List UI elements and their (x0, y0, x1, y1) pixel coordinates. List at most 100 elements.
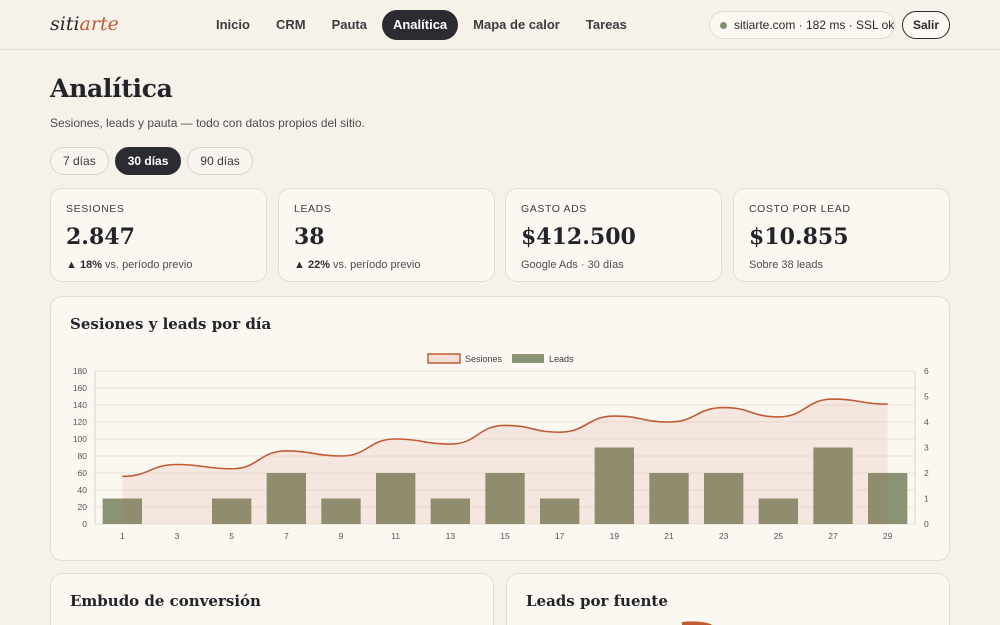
x-tick-label: 9 (339, 531, 344, 541)
x-tick-label: 21 (664, 531, 674, 541)
y-left-tick-label: 20 (78, 502, 88, 512)
legend-label-sessions: Sesiones (465, 354, 503, 364)
leads-bar (375, 473, 416, 524)
leads-by-source-card: Leads por fuente (506, 573, 950, 625)
site-status-text: sitiarte.com · 182 ms · SSL ok (734, 18, 895, 32)
logout-button[interactable]: Salir (902, 11, 950, 39)
kpi-value: $412.500 (521, 224, 636, 250)
y-right-tick-label: 6 (924, 366, 929, 376)
x-tick-label: 7 (284, 531, 289, 541)
leads-bar (539, 498, 580, 524)
y-left-tick-label: 40 (78, 485, 88, 495)
trend-up-icon: ▲ (294, 259, 305, 271)
y-left-tick-label: 120 (73, 417, 87, 427)
nav-item-inicio[interactable]: Inicio (216, 17, 250, 32)
leads-bar (485, 473, 525, 524)
main-nav: Inicio CRM Pauta Analítica Mapa de calor… (205, 10, 638, 40)
y-right-tick-label: 0 (924, 519, 929, 529)
kpi-card-cost-per-lead: COSTO POR LEAD $10.855 Sobre 38 leads (733, 188, 950, 282)
x-tick-label: 17 (555, 531, 565, 541)
y-left-tick-label: 0 (82, 519, 87, 529)
leads-bar (102, 498, 143, 524)
legend-swatch-sessions (427, 353, 461, 364)
y-left-tick-label: 80 (78, 451, 88, 461)
site-status-pill: sitiarte.com · 182 ms · SSL ok (709, 11, 895, 39)
kpi-note: Google Ads · 30 días (521, 259, 706, 271)
brand-logo[interactable]: sitiarte (50, 13, 119, 35)
top-navbar: sitiarte Inicio CRM Pauta Analítica Mapa… (0, 0, 1000, 50)
kpi-label: SESIONES (66, 203, 125, 215)
x-tick-label: 11 (391, 531, 400, 541)
leads-bar (211, 498, 252, 524)
y-left-tick-label: 180 (73, 366, 87, 376)
x-tick-label: 25 (774, 531, 784, 541)
sessions-area (122, 399, 888, 524)
leads-bar (703, 473, 744, 524)
page-subtitle: Sesiones, leads y pauta — todo con datos… (50, 116, 365, 130)
range-tab-7-days[interactable]: 7 días (50, 147, 109, 175)
kpi-note-text: vs. período previo (105, 259, 193, 271)
y-left-tick-label: 60 (78, 468, 88, 478)
leads-bar (758, 498, 799, 524)
leads-bar (813, 447, 853, 524)
leads-bar (266, 473, 307, 524)
y-right-tick-label: 2 (924, 468, 929, 478)
nav-item-analitica[interactable]: Analítica (381, 10, 459, 40)
nav-item-mapa-de-calor[interactable]: Mapa de calor (473, 17, 560, 32)
leads-bar (321, 498, 361, 524)
x-tick-label: 3 (175, 531, 180, 541)
nav-item-crm[interactable]: CRM (275, 17, 306, 32)
page-title: Analítica (50, 74, 173, 103)
legend-label-leads: Leads (549, 354, 574, 364)
sessions-leads-chart-card: Sesiones y leads por día 0 20 40 60 80 100 120… (50, 296, 950, 561)
funnel-card-title: Embudo de conversión (70, 592, 261, 610)
kpi-card-ad-spend: GASTO ADS $412.500 Google Ads · 30 días (505, 188, 722, 282)
x-tick-label: 15 (500, 531, 510, 541)
kpi-delta: 22% (307, 259, 330, 271)
y-left-tick-label: 160 (73, 383, 87, 393)
trend-up-icon: ▲ (66, 259, 77, 271)
leads-bar (594, 447, 635, 524)
brand-accent: arte (79, 13, 119, 35)
kpi-label: LEADS (294, 203, 332, 215)
kpi-value: $10.855 (749, 224, 849, 250)
funnel-card: Embudo de conversión (50, 573, 494, 625)
kpi-value: 38 (294, 224, 325, 250)
kpi-note: ▲ 22% vs. período previo (294, 259, 479, 271)
kpi-card-leads: LEADS 38 ▲ 22% vs. período previo (278, 188, 495, 282)
x-tick-label: 29 (883, 531, 893, 541)
leads-by-source-card-title: Leads por fuente (526, 592, 668, 610)
y-right-tick-label: 3 (924, 443, 929, 453)
status-dot-icon (720, 21, 727, 29)
kpi-note: Sobre 38 leads (749, 259, 934, 271)
x-tick-label: 23 (719, 531, 729, 541)
x-tick-label: 19 (610, 531, 620, 541)
x-tick-label: 27 (828, 531, 838, 541)
leads-bar (430, 498, 471, 524)
brand-prefix: siti (50, 13, 80, 35)
nav-item-tareas[interactable]: Tareas (585, 17, 627, 32)
kpi-delta: 18% (79, 259, 102, 271)
kpi-note-text: Google Ads · 30 días (521, 259, 624, 271)
kpi-card-sessions: SESIONES 2.847 ▲ 18% vs. período previo (50, 188, 267, 282)
nav-item-pauta[interactable]: Pauta (331, 17, 367, 32)
y-left-tick-label: 140 (73, 400, 87, 410)
kpi-value: 2.847 (66, 224, 135, 250)
y-right-tick-label: 4 (924, 417, 929, 427)
chart-card-title: Sesiones y leads por día (70, 315, 272, 333)
range-tab-30-days[interactable]: 30 días (114, 147, 182, 175)
kpi-label: GASTO ADS (521, 203, 587, 215)
y-left-tick-label: 100 (73, 434, 87, 444)
y-right-tick-label: 5 (924, 392, 929, 402)
date-range-selector: 7 días 30 días 90 días (50, 147, 253, 175)
leads-bar (867, 473, 908, 524)
x-tick-label: 13 (446, 531, 456, 541)
range-tab-90-days[interactable]: 90 días (187, 147, 253, 175)
leads-bar (649, 473, 689, 524)
sessions-line (122, 398, 888, 478)
y-right-tick-label: 1 (924, 494, 929, 504)
x-tick-label: 1 (120, 531, 125, 541)
kpi-note-text: Sobre 38 leads (749, 259, 823, 271)
legend-swatch-leads (512, 354, 544, 363)
